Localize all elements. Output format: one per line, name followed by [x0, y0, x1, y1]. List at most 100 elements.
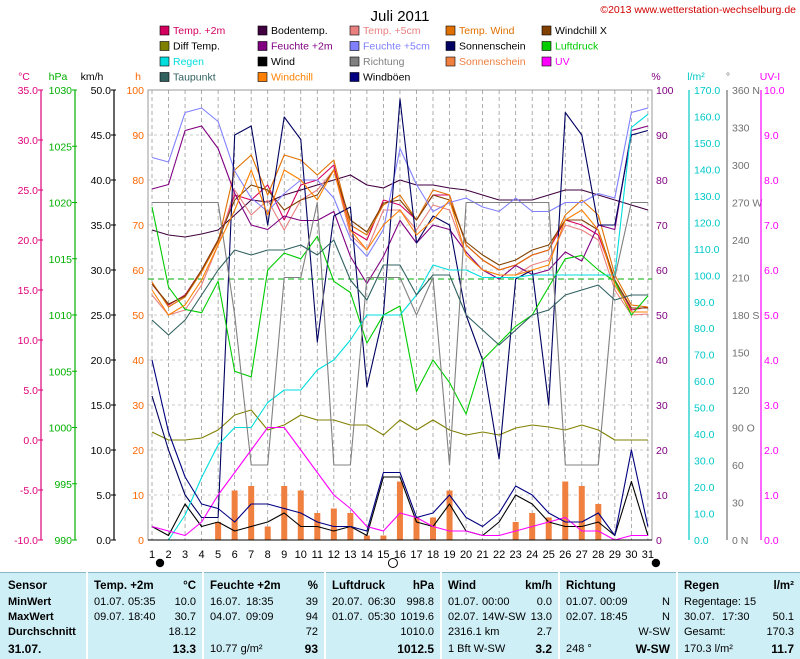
axis-tick-h: 50	[132, 310, 144, 322]
x-tick-label: 22	[493, 549, 505, 561]
axis-tick-rain: 80.0	[694, 323, 715, 335]
humidity-value: 93	[304, 642, 318, 656]
axis-tick-rain: 150.0	[694, 138, 720, 150]
x-tick-label: 9	[281, 549, 287, 561]
x-tick-label: 31	[642, 549, 654, 561]
sunshine-bar	[396, 481, 403, 540]
x-tick-label: 3	[182, 549, 188, 561]
pressure-head: Luftdruck	[332, 580, 386, 592]
humidity-time: 09:09	[246, 611, 274, 623]
axis-tick-pct: 0	[656, 535, 662, 547]
direction-value: W-SW	[635, 642, 670, 656]
axis-tick-temp: 0.0	[23, 435, 38, 447]
x-tick-label: 11	[312, 549, 323, 561]
pressure-value: 1012.5	[397, 642, 434, 656]
temp-value: 30.7	[174, 611, 196, 623]
axis-tick-kmh: 20.0	[91, 355, 112, 367]
temp-date: 09.07.	[94, 611, 125, 623]
rain-head: Regen	[684, 580, 720, 592]
direction-date: 01.07.	[566, 596, 597, 608]
sunshine-bar	[578, 486, 585, 540]
wind-value: 2.7	[536, 626, 552, 638]
humidity-time: 18:35	[246, 596, 274, 608]
x-tick-label: 1	[149, 549, 155, 561]
legend-swatch	[159, 41, 170, 51]
legend-swatch	[257, 41, 268, 51]
chart-legend: Temp. +2m Bodentemp. Temp. +5cm Temp. Wind W…	[159, 25, 607, 84]
axis-tick-hpa: 1020	[49, 198, 73, 210]
direction-value: W-SW	[638, 626, 670, 638]
legend-swatch	[257, 25, 268, 36]
stats-panel-wind: Wind km/h 01.07. 00:00 0.0 02.07. 14W-SW 13.0 23…	[442, 572, 558, 659]
humidity-unit: %	[307, 580, 318, 592]
axis-tick-uv: 2.0	[764, 445, 779, 457]
pressure-value: 998.8	[406, 596, 434, 608]
axis-tick-h: 40	[132, 355, 144, 367]
sunshine-bar	[545, 517, 552, 540]
axis-tick-kmh: 0.0	[96, 535, 111, 547]
axis-tick-hpa: 1005	[49, 366, 73, 378]
sunshine-bar	[264, 526, 271, 540]
legend-label: Bodentemp.	[271, 25, 328, 37]
humidity-head: Feuchte +2m	[210, 580, 281, 592]
x-tick-label: 15	[377, 549, 389, 561]
new-moon-icon	[651, 558, 661, 568]
humidity-value: 39	[305, 596, 318, 608]
axis-tick-rain: 10.0	[694, 509, 715, 521]
legend-label: Feuchte +2m	[271, 41, 333, 53]
axis-tick-pct: 50	[656, 310, 668, 322]
humidity-date: 04.07.	[210, 611, 241, 623]
wind-date: 1 Bft W-SW	[448, 643, 506, 655]
stats-panel-direction: Richtung 01.07. 00:09 N 02.07. 18:45 N W-SW 248 …	[560, 572, 676, 659]
legend-swatch	[445, 41, 456, 51]
x-tick-label: 28	[592, 549, 604, 561]
stats-panel-temp: Temp. +2m °C 01.07. 05:35 10.0 09.07. 18:40 30.…	[88, 572, 202, 659]
axis-tick-rain: 30.0	[694, 456, 715, 468]
sensor-row-today: 31.07.	[8, 642, 42, 656]
axis-tick-temp: 35.0	[18, 85, 39, 97]
series-line	[152, 113, 649, 541]
legend-label: Richtung	[363, 56, 405, 68]
x-tick-label: 25	[543, 549, 555, 561]
temp-head: Temp. +2m	[94, 580, 154, 592]
wind-value: 13.0	[530, 611, 552, 623]
sunshine-bar	[413, 517, 420, 540]
stats-panel-rain: Regen l/m² Regentage: 15 30.07. 17:30 50.1 Ges…	[678, 572, 800, 659]
legend-swatch	[349, 56, 360, 67]
legend-label: Windchill X	[555, 25, 607, 37]
legend-label: Taupunkt	[173, 72, 216, 84]
axis-tick-kmh: 40.0	[91, 175, 112, 187]
series-line	[151, 359, 649, 537]
sensor-row-min: MinWert	[8, 596, 52, 608]
wind-time: 14W-SW	[482, 611, 526, 623]
axis-tick-hpa: 995	[54, 479, 72, 491]
x-tick-label: 30	[625, 549, 637, 561]
sunshine-bar	[430, 517, 437, 540]
legend-swatch	[541, 25, 552, 36]
axis-tick-rain: 70.0	[694, 350, 715, 362]
temp-time: 05:35	[128, 596, 156, 608]
sunshine-bar	[380, 535, 387, 540]
axis-tick-temp: 20.0	[18, 235, 39, 247]
axis-tick-uv: 10.0	[764, 85, 785, 97]
legend-label: Windböen	[363, 72, 410, 84]
humidity-value: 94	[305, 611, 318, 623]
x-tick-label: 10	[295, 549, 307, 561]
axis-tick-rain: 160.0	[694, 111, 720, 123]
legend-label: Windchill	[271, 72, 313, 84]
legend-label: Sonnenschein	[459, 56, 526, 68]
axis-tick-kmh: 45.0	[91, 130, 112, 142]
series-line	[151, 98, 649, 519]
axis-tick-dir: 0 N	[732, 535, 748, 547]
x-tick-label: 8	[265, 549, 271, 561]
legend-label: Temp. +5cm	[363, 25, 421, 37]
wind-head: Wind	[448, 580, 476, 592]
pressure-value: 1019.6	[400, 611, 434, 623]
axis-tick-hpa: 1030	[49, 85, 73, 97]
axis-tick-uv: 9.0	[764, 130, 779, 142]
axis-unit-kmh: km/h	[81, 71, 104, 83]
pressure-time: 05:30	[368, 611, 396, 623]
direction-head: Richtung	[566, 580, 616, 592]
rain-date: 30.07.	[684, 611, 715, 623]
axis-ticks: 35.0 30.0 25.0 20.0 15.0 10.0 5.0 0.0 -5.0 -10.0 1…	[14, 85, 785, 547]
